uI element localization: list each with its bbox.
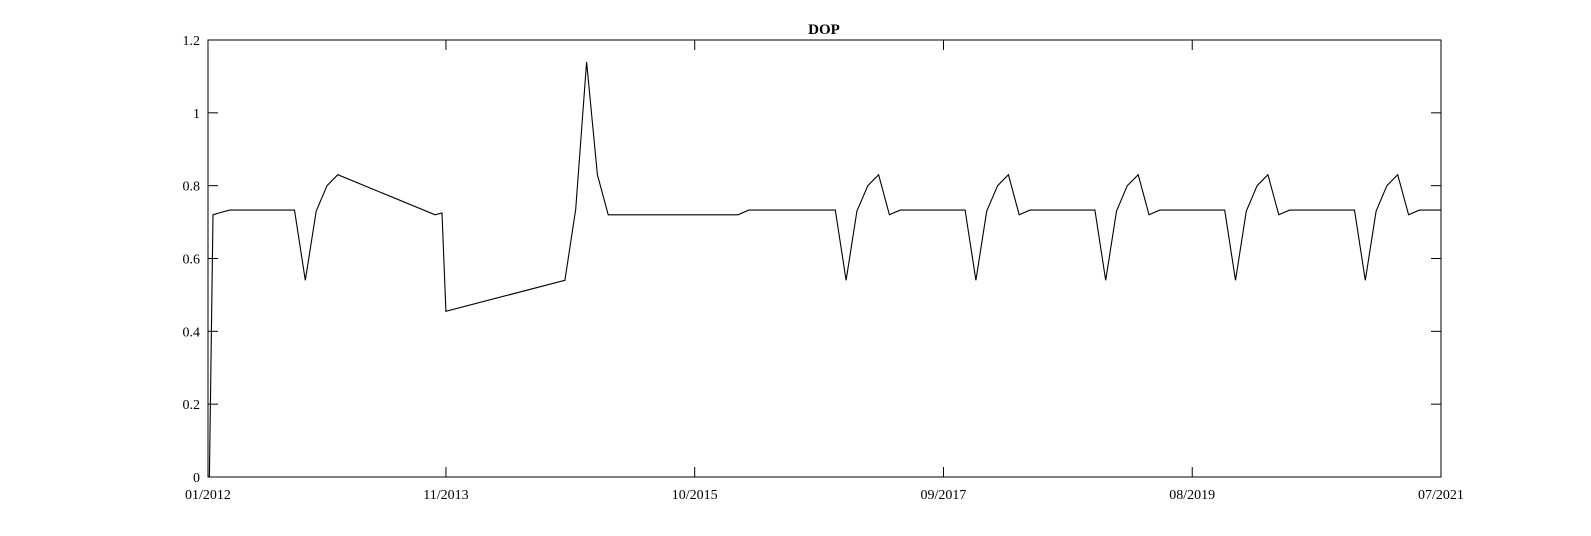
- y-tick-label: 1.2: [183, 34, 201, 49]
- chart-title: DOP: [808, 22, 840, 38]
- y-tick-label: 0.4: [183, 325, 201, 340]
- x-tick-label: 09/2017: [921, 488, 967, 503]
- y-tick-label: 0: [193, 471, 200, 486]
- x-tick-label: 07/2021: [1418, 488, 1464, 503]
- chart-series: [208, 61, 1441, 478]
- plot-frame: [207, 39, 1442, 478]
- x-tick-label: 08/2019: [1169, 488, 1215, 503]
- y-tick-label: 0.8: [183, 180, 201, 195]
- x-tick-label: 10/2015: [672, 488, 718, 503]
- y-tick-label: 0.6: [183, 253, 201, 268]
- dop-series-line: [208, 61, 1441, 478]
- x-tick-label: 01/2012: [185, 488, 231, 503]
- x-tick-label: 11/2013: [423, 488, 468, 503]
- y-tick-label: 0.2: [183, 398, 201, 413]
- chart-ticks: 0 0.2 0.4 0.6 0.8 1 1.2 01/2012 11/2013 10/2015 09…: [183, 34, 1464, 503]
- chart-axes: [207, 39, 1442, 478]
- y-tick-label: 1: [193, 107, 200, 122]
